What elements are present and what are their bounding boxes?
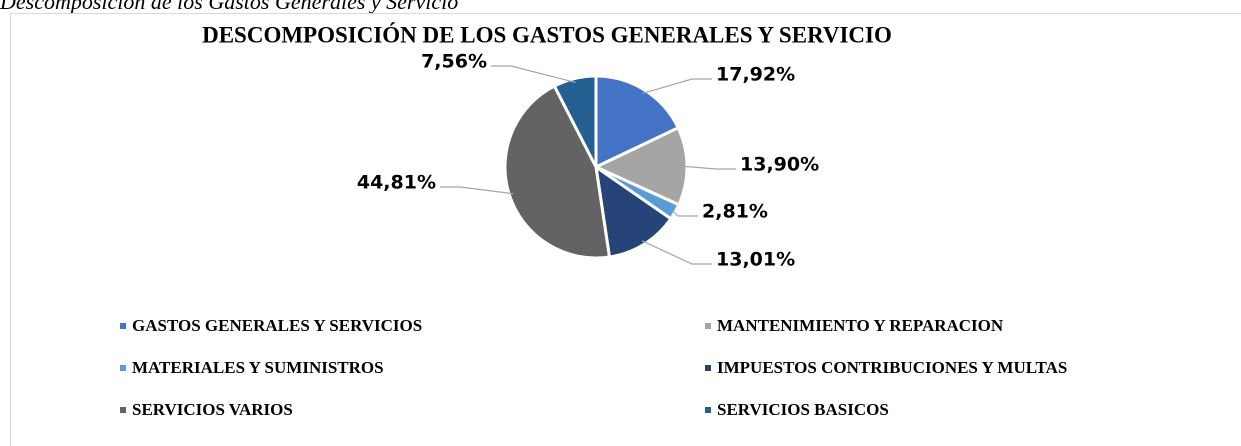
legend-swatch — [120, 323, 126, 329]
legend-swatch — [705, 365, 711, 371]
caption: Descomposición de los Gastos Generales y… — [0, 0, 458, 14]
data-label: 44,81% — [357, 172, 436, 194]
leader-line — [671, 209, 698, 217]
data-label: 13,90% — [740, 154, 819, 176]
data-label: 13,01% — [716, 249, 795, 271]
leader-line — [682, 165, 736, 170]
legend-swatch — [120, 407, 126, 413]
legend-label: MANTENIMIENTO Y REPARACION — [717, 316, 1004, 335]
pie-slice — [594, 163, 673, 259]
data-label: 7,56% — [421, 51, 487, 73]
legend-label: IMPUESTOS CONTRIBUCIONES Y MULTAS — [717, 358, 1067, 377]
leader-line — [440, 186, 514, 195]
data-label: 2,81% — [702, 201, 768, 223]
legend-swatch — [120, 365, 126, 371]
legend-swatch — [705, 323, 711, 329]
legend-label: GASTOS GENERALES Y SERVICIOS — [132, 316, 422, 335]
leader-line — [491, 65, 576, 84]
chart-title: DESCOMPOSICIÓN DE LOS GASTOS GENERALES Y… — [202, 21, 892, 47]
legend-swatch — [705, 407, 711, 413]
pie-slice — [503, 84, 612, 260]
leader-line — [642, 78, 712, 95]
legend-label: SERVICIOS VARIOS — [132, 400, 293, 419]
data-label: 17,92% — [716, 64, 795, 86]
legend-label: SERVICIOS BASICOS — [717, 400, 889, 419]
chart-border — [10, 13, 1241, 446]
leader-line — [641, 240, 712, 265]
pie-slice — [594, 74, 681, 170]
legend-label: MATERIALES Y SUMINISTROS — [132, 358, 384, 377]
pie-slice — [552, 74, 598, 168]
